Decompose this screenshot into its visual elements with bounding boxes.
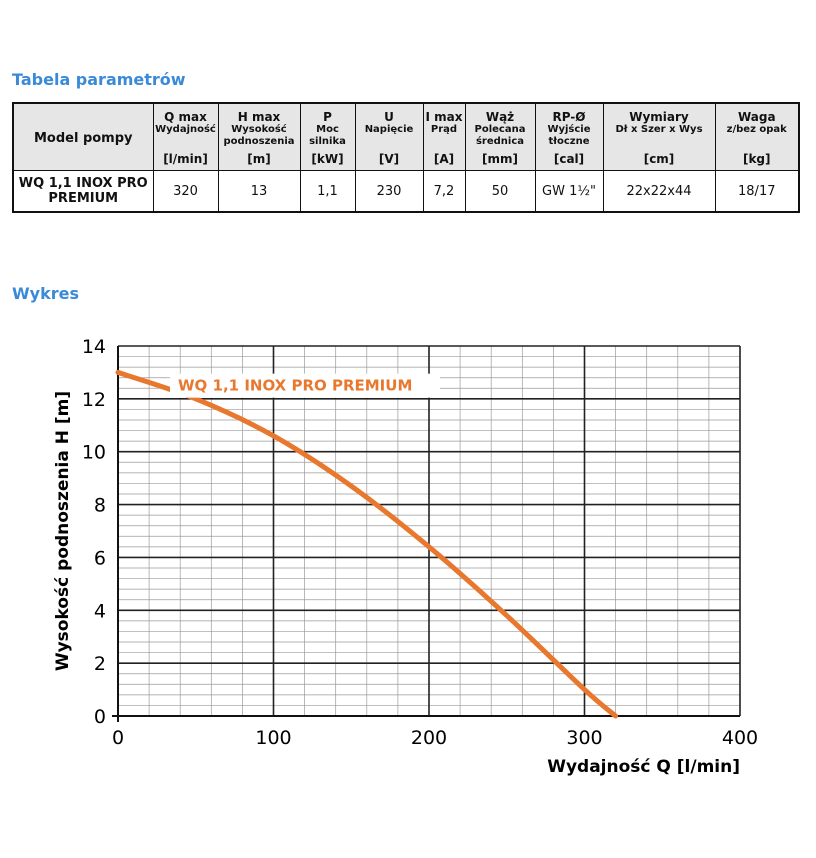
header-model: Model pompy (12, 102, 154, 171)
cell-current: 7,2 (422, 170, 466, 213)
table-row: WQ 1,1 INOX PRO PREMIUM 320 13 1,1 230 7… (12, 170, 800, 213)
header-hose: Wąż Polecana średnica [mm] (464, 102, 536, 171)
header-weight: Waga z/bez opak [kg] (714, 102, 800, 171)
y-tick-label: 4 (94, 600, 106, 622)
x-tick-label: 300 (566, 727, 602, 749)
header-qmax: Q max Wydajność [l/min] (152, 102, 219, 171)
x-axis-label: Wydajność Q [l/min] (547, 757, 740, 777)
cell-dimensions: 22x22x44 (602, 170, 716, 213)
table-section-title: Tabela parametrów (12, 70, 186, 89)
cell-weight: 18/17 (714, 170, 800, 213)
y-axis-label: Wysokość podnoszenia H [m] (53, 391, 73, 671)
series-label: WQ 1,1 INOX PRO PREMIUM (178, 377, 412, 395)
cell-qmax: 320 (152, 170, 219, 213)
y-tick-label: 2 (94, 653, 106, 675)
cell-hose: 50 (464, 170, 536, 213)
pump-curve-chart: 0 100 200 300 400 0 2 4 6 8 10 12 14 WQ 1,1 INOX PRO… (53, 336, 758, 777)
x-tick-label: 0 (112, 727, 124, 749)
y-tick-label: 10 (82, 442, 106, 464)
cell-hmax: 13 (217, 170, 301, 213)
cell-outlet: GW 1½" (534, 170, 604, 213)
x-tick-label: 200 (411, 727, 447, 749)
y-tick-label: 12 (82, 389, 106, 411)
series-label-background (170, 373, 440, 398)
y-tick-label: 0 (94, 706, 106, 728)
header-power: P Moc silnika [kW] (299, 102, 356, 171)
y-tick-label: 6 (94, 547, 106, 569)
parameters-table: Model pompy Q max Wydajność [l/min] H max W… (12, 102, 800, 213)
y-tick-label: 8 (94, 495, 106, 517)
y-tick-label: 14 (82, 336, 106, 358)
series-line (115, 369, 619, 719)
x-tick-label: 400 (722, 727, 758, 749)
x-tick-label: 100 (255, 727, 291, 749)
header-outlet: RP-Ø Wyjście tłoczne [cal] (534, 102, 604, 171)
chart-grid (112, 345, 741, 722)
chart-section-title: Wykres (12, 284, 79, 303)
cell-voltage: 230 (354, 170, 424, 213)
table-header-row: Model pompy Q max Wydajność [l/min] H max W… (12, 102, 800, 171)
chart-ticks: 0 100 200 300 400 0 2 4 6 8 10 12 14 (82, 336, 758, 749)
cell-power: 1,1 (299, 170, 356, 213)
cell-model: WQ 1,1 INOX PRO PREMIUM (12, 170, 154, 213)
header-dimensions: Wymiary Dł x Szer x Wys [cm] (602, 102, 716, 171)
header-current: I max Prąd [A] (422, 102, 466, 171)
header-voltage: U Napięcie [V] (354, 102, 424, 171)
header-hmax: H max Wysokość podnoszenia [m] (217, 102, 301, 171)
